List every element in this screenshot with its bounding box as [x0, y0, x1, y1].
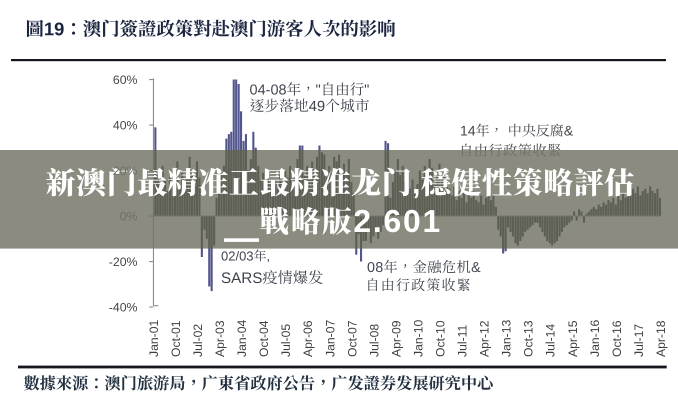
svg-text:Oct-10: Oct-10	[434, 320, 448, 357]
svg-text:Jul-08: Jul-08	[367, 324, 381, 357]
svg-text:Jul-17: Jul-17	[632, 324, 646, 357]
svg-text:Oct-13: Oct-13	[522, 320, 536, 357]
svg-text:Apr-03: Apr-03	[213, 320, 227, 357]
svg-text:0%: 0%	[120, 209, 138, 223]
svg-text:60%: 60%	[113, 73, 138, 87]
svg-text:Oct-07: Oct-07	[345, 320, 359, 357]
svg-text:Apr-06: Apr-06	[301, 320, 315, 357]
svg-text:Jan-07: Jan-07	[323, 320, 337, 357]
svg-text:40%: 40%	[113, 118, 138, 132]
svg-text:Oct-16: Oct-16	[610, 320, 624, 357]
svg-text:Jan-16: Jan-16	[588, 320, 602, 357]
svg-text:Oct-01: Oct-01	[169, 320, 183, 357]
svg-text:Oct-04: Oct-04	[257, 320, 271, 357]
svg-text:Jul-14: Jul-14	[544, 324, 558, 357]
svg-text:Jul-02: Jul-02	[191, 324, 205, 357]
svg-text:Jul-11: Jul-11	[456, 324, 470, 357]
svg-text:Jan-13: Jan-13	[500, 320, 514, 357]
svg-text:Jan-10: Jan-10	[411, 320, 425, 357]
svg-text:Jan-01: Jan-01	[147, 320, 161, 357]
svg-text:Apr-09: Apr-09	[389, 320, 403, 357]
svg-text:-40%: -40%	[109, 300, 138, 314]
svg-text:Jul-05: Jul-05	[279, 324, 293, 357]
svg-text:Apr-12: Apr-12	[478, 320, 492, 357]
svg-text:Apr-15: Apr-15	[566, 320, 580, 357]
svg-text:-20%: -20%	[109, 255, 138, 269]
svg-text:Jan-04: Jan-04	[235, 320, 249, 357]
svg-text:20%: 20%	[113, 164, 138, 178]
svg-text:Apr-18: Apr-18	[654, 320, 668, 357]
